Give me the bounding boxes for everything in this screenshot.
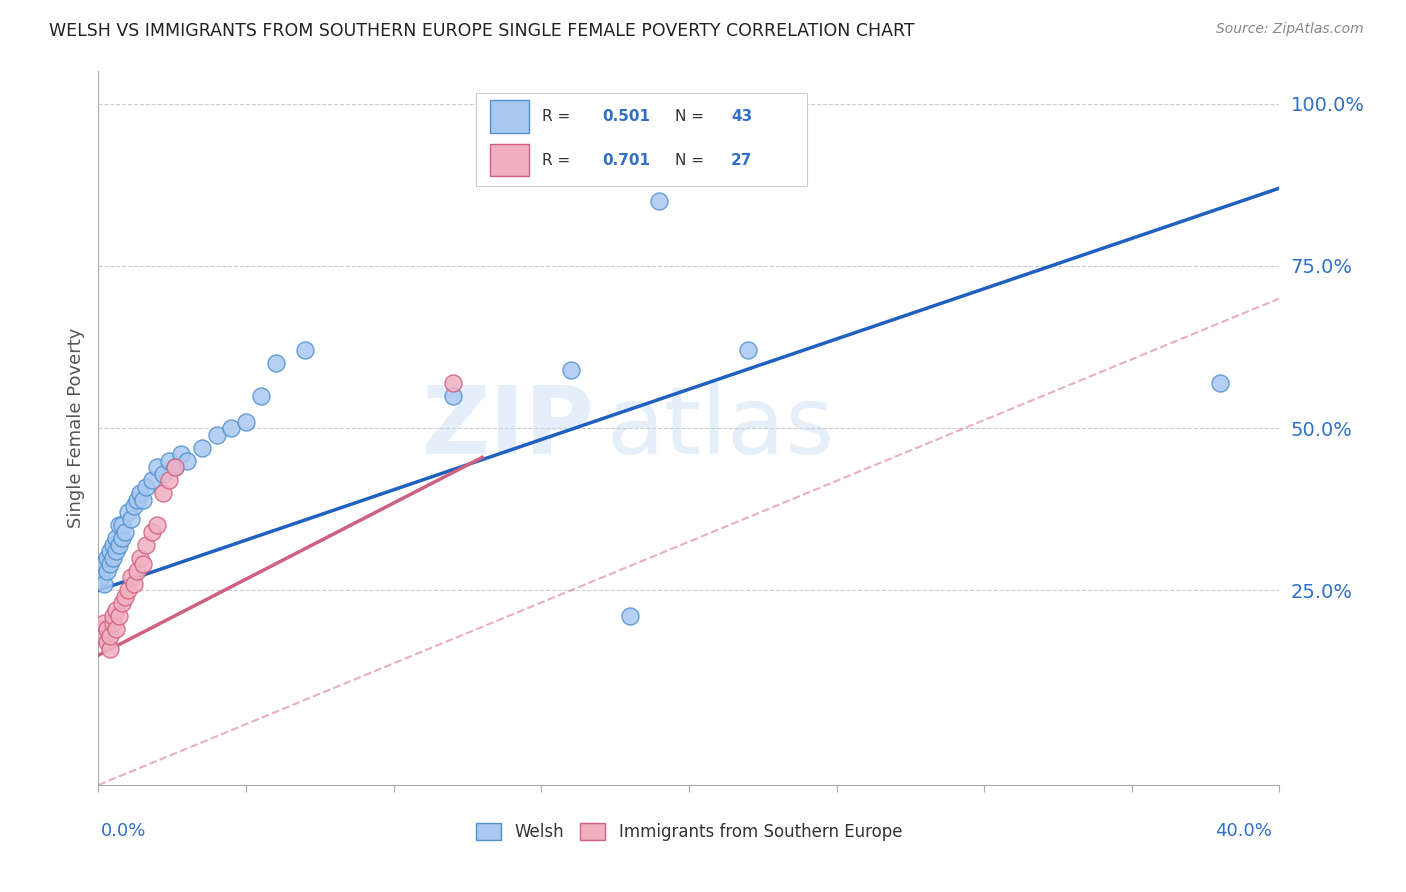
Point [105, 603, 128, 617]
Point [114, 590, 136, 604]
Point [103, 609, 125, 624]
Point [1209, 376, 1232, 390]
Point [98, 629, 121, 643]
Point [117, 583, 139, 598]
Point [122, 577, 145, 591]
Point [294, 343, 316, 358]
Point [93, 629, 115, 643]
Point [96, 622, 118, 636]
Point [250, 389, 273, 403]
Point [117, 506, 139, 520]
Point [103, 615, 125, 630]
Point [560, 363, 582, 377]
Text: 0.0%: 0.0% [101, 822, 146, 840]
Point [108, 609, 131, 624]
Point [96, 564, 118, 578]
Text: atlas: atlas [606, 382, 835, 475]
Point [235, 415, 257, 429]
Point [103, 550, 125, 565]
Point [125, 492, 148, 507]
Point [108, 538, 131, 552]
Point [96, 550, 118, 565]
Legend: Welsh, Immigrants from Southern Europe: Welsh, Immigrants from Southern Europe [470, 816, 908, 848]
Point [157, 473, 180, 487]
Point [170, 447, 193, 461]
Point [737, 343, 759, 358]
Point [157, 453, 180, 467]
Point [135, 538, 157, 552]
Point [111, 596, 134, 610]
Point [122, 499, 145, 513]
Point [152, 467, 174, 481]
Text: 40.0%: 40.0% [1216, 822, 1272, 840]
Point [264, 356, 287, 370]
Point [205, 427, 228, 442]
Y-axis label: Single Female Poverty: Single Female Poverty [66, 328, 84, 528]
Point [105, 544, 128, 558]
Point [619, 609, 641, 624]
Point [96, 635, 118, 649]
Point [135, 479, 157, 493]
Point [93, 558, 115, 572]
Point [128, 486, 150, 500]
Point [165, 460, 187, 475]
Point [90, 570, 112, 584]
Point [132, 492, 155, 507]
Point [191, 441, 214, 455]
Point [103, 538, 125, 552]
Point [105, 532, 128, 546]
Point [93, 577, 115, 591]
Point [125, 564, 148, 578]
Point [441, 376, 464, 390]
Point [221, 421, 243, 435]
Point [111, 518, 134, 533]
Point [108, 518, 131, 533]
Point [146, 518, 169, 533]
Point [98, 544, 121, 558]
Point [128, 550, 150, 565]
Point [120, 512, 142, 526]
Point [176, 453, 198, 467]
Point [111, 532, 134, 546]
Point [648, 194, 671, 208]
Point [98, 558, 121, 572]
Point [98, 641, 121, 656]
Point [441, 389, 464, 403]
Point [141, 473, 163, 487]
Point [105, 622, 128, 636]
Point [165, 460, 187, 475]
Point [114, 524, 136, 539]
Text: ZIP: ZIP [422, 382, 595, 475]
Point [93, 615, 115, 630]
Point [152, 486, 174, 500]
Point [141, 524, 163, 539]
Text: WELSH VS IMMIGRANTS FROM SOUTHERN EUROPE SINGLE FEMALE POVERTY CORRELATION CHART: WELSH VS IMMIGRANTS FROM SOUTHERN EUROPE… [49, 22, 915, 40]
Point [146, 460, 169, 475]
Text: Source: ZipAtlas.com: Source: ZipAtlas.com [1216, 22, 1364, 37]
Point [90, 622, 112, 636]
Point [120, 570, 142, 584]
Point [132, 558, 155, 572]
